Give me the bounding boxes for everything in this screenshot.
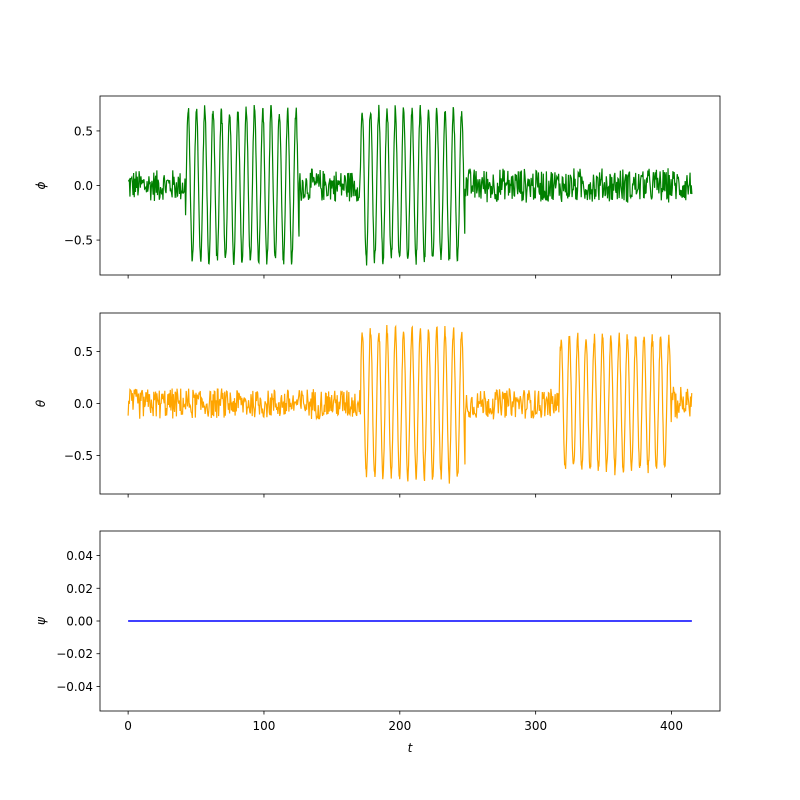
y-tick-label: 0.5 xyxy=(74,124,93,138)
y-tick-label: −0.04 xyxy=(56,680,93,694)
series-line xyxy=(127,104,693,266)
y-tick-label: −0.02 xyxy=(56,647,93,661)
x-tick-label: 0 xyxy=(124,719,132,733)
y-tick-label: 0.0 xyxy=(74,179,93,193)
x-tick-label: 100 xyxy=(253,719,276,733)
y-tick-label: 0.00 xyxy=(66,615,93,629)
panel-2: 0.5 0.0 −0.5 θ xyxy=(34,312,721,498)
y-tick-label: −0.5 xyxy=(64,234,93,248)
y-tick-label: −0.5 xyxy=(64,449,93,463)
x-tick-label: 200 xyxy=(388,719,411,733)
y-tick-label: 0.04 xyxy=(66,549,93,563)
y-tick-label: 0.02 xyxy=(66,582,93,596)
x-tick-label: 300 xyxy=(524,719,547,733)
x-tick-label: 400 xyxy=(660,719,683,733)
y-axis-label: ψ xyxy=(34,616,48,625)
x-axis-label: t xyxy=(408,741,414,755)
y-axis-label: θ xyxy=(34,399,48,407)
series-line xyxy=(127,324,693,484)
y-tick-label: 0.0 xyxy=(74,397,93,411)
y-tick-label: 0.5 xyxy=(74,345,93,359)
y-axis-label: ϕ xyxy=(34,181,48,189)
panel-1: 0.5 0.0 −0.5 ϕ xyxy=(34,95,721,279)
panels: 0.5 0.0 −0.5 ϕ 0.5 0.0 −0.5 θ 0.04 0.02 0.00 −0.02 −… xyxy=(34,95,721,755)
panel-3: 0.04 0.02 0.00 −0.02 −0.04 0 100 200 300 400 ψ t xyxy=(34,530,721,755)
